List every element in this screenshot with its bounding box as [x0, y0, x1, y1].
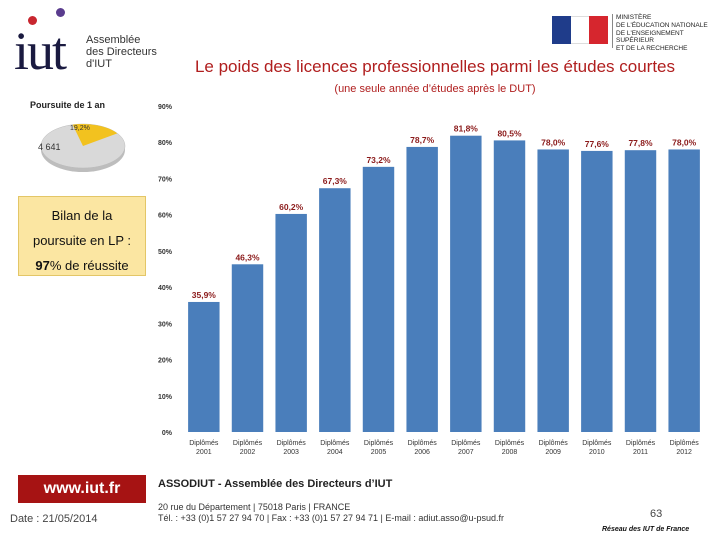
bar-value-label: 60,2% — [279, 202, 304, 212]
y-tick-label: 10% — [158, 394, 173, 401]
republique-flag-icon — [552, 16, 608, 44]
x-tick-label-year: 2009 — [545, 449, 561, 456]
bar-value-label: 46,3% — [235, 252, 260, 262]
y-tick-label: 40% — [158, 285, 173, 292]
y-tick-label: 20% — [158, 358, 173, 365]
x-tick-label: Diplômés — [539, 440, 569, 447]
bar — [450, 135, 482, 433]
page-number: 63 — [650, 508, 663, 520]
bilan-line-2: poursuite en LP : — [32, 233, 132, 248]
x-tick-label: Diplômés — [495, 440, 525, 447]
bar — [624, 150, 657, 433]
footer-address-block: 20 rue du Département | 75018 Paris | FR… — [158, 502, 504, 524]
x-tick-label: Diplômés — [364, 440, 394, 447]
x-tick-label-year: 2002 — [240, 449, 256, 456]
pie-count-label: 4 641 — [38, 142, 61, 152]
slide-title: Le poids des licences professionnelles p… — [194, 57, 676, 76]
footer-address: 20 rue du Département | 75018 Paris | FR… — [158, 502, 351, 512]
y-tick-label: 80% — [158, 140, 173, 147]
bar-value-label: 81,8% — [454, 124, 479, 134]
ministere-line-4: et de la Recherche — [616, 45, 688, 53]
x-tick-label: Diplômés — [233, 440, 263, 447]
bar-value-label: 67,3% — [323, 176, 348, 186]
bar — [668, 149, 700, 432]
bilan-line-3: 97% de réussite — [19, 253, 145, 278]
x-tick-label-year: 2006 — [414, 449, 430, 456]
y-tick-label: 60% — [158, 213, 173, 220]
bilan-value: 97 — [35, 258, 50, 273]
logo-divider — [612, 14, 613, 48]
y-tick-label: 50% — [158, 249, 173, 256]
ministere-logo: Ministère de l'Éducation nationale de l'… — [552, 12, 712, 53]
bar — [581, 150, 613, 432]
pie-thumbnail: Poursuite de 1 an 19,2% 4 641 — [26, 98, 136, 178]
x-tick-label-year: 2008 — [502, 449, 518, 456]
bar-value-label: 78,7% — [410, 135, 435, 145]
x-tick-label: Diplômés — [626, 440, 656, 447]
x-tick-label: Diplômés — [320, 440, 350, 447]
logo-sub-line-1: Assemblée — [86, 34, 141, 46]
website-link[interactable]: www.iut.fr — [18, 475, 146, 503]
x-tick-label: Diplômés — [451, 440, 481, 447]
x-tick-label-year: 2003 — [283, 449, 299, 456]
logo-dot-purple — [56, 8, 65, 17]
bar-chart-svg: 0% 10% 20% 30% 40% 50% 60% 70% 80% 90% 35,9% Diplôm… — [158, 104, 700, 456]
ministere-line-1: Ministère — [616, 14, 652, 21]
bar-chart: 0% 10% 20% 30% 40% 50% 60% 70% 80% 90% 35,9% Diplôm… — [146, 96, 716, 468]
pie-slice-highlight — [72, 124, 118, 146]
x-tick-label: Diplômés — [670, 440, 700, 447]
footer-org: ASSODIUT - Assemblée des Directeurs d’IU… — [158, 478, 393, 490]
x-tick-label-year: 2007 — [458, 449, 474, 456]
iut-logo: iut Assemblée des Directeurs d'IUT — [10, 6, 160, 78]
bar — [231, 264, 264, 432]
y-tick-label: 0% — [162, 430, 173, 437]
x-tick-label: Diplômés — [408, 440, 438, 447]
bar — [537, 149, 569, 432]
bar-value-label: 78,0% — [541, 137, 566, 147]
y-tick-label: 90% — [158, 104, 173, 111]
x-tick-label: Diplômés — [277, 440, 307, 447]
bar-value-label: 80,5% — [497, 128, 522, 138]
footer-contact: Tél. : +33 (0)1 57 27 94 70 | Fax : +33 … — [158, 513, 505, 523]
date-label: Date : 21/05/2014 — [10, 513, 98, 525]
bar — [188, 301, 220, 432]
ministere-line-3: de l'Enseignement supérieur — [616, 29, 684, 45]
logo-sub-line-2: des Directeurs — [86, 46, 157, 58]
logo-sub-line-3: d'IUT — [86, 58, 112, 70]
bar — [275, 213, 307, 432]
bar — [319, 188, 351, 432]
logo-dot-red — [28, 16, 37, 25]
pie-slice-label: 19,2% — [70, 125, 90, 132]
bar-value-label: 78,0% — [672, 137, 697, 147]
bar — [493, 140, 526, 432]
bar-value-label: 77,6% — [585, 139, 610, 149]
pie-title: Poursuite de 1 an — [30, 100, 106, 110]
logo-word: iut — [14, 21, 67, 81]
x-tick-label: Diplômés — [189, 440, 219, 447]
bar-value-label: 73,2% — [366, 155, 391, 165]
slide-subtitle: (une seule année d’études après le DUT) — [334, 83, 536, 95]
bilan-line-1: Bilan de la — [51, 208, 113, 223]
bar — [362, 166, 395, 432]
x-tick-label-year: 2011 — [633, 449, 648, 456]
bilan-callout: Bilan de la poursuite en LP : 97% de réu… — [18, 196, 146, 276]
x-tick-label-year: 2010 — [589, 449, 605, 456]
x-tick-label: Diplômés — [582, 440, 612, 447]
x-tick-label-year: 2004 — [327, 449, 343, 456]
ministere-line-2: de l'Éducation nationale — [616, 21, 708, 29]
bar-value-label: 35,9% — [192, 290, 217, 300]
bilan-rest: % de réussite — [49, 258, 129, 273]
ministere-text: Ministère de l'Éducation nationale de l'… — [616, 14, 712, 53]
reseau-label: Réseau des IUT de France — [602, 526, 690, 533]
x-tick-label-year: 2005 — [371, 449, 387, 456]
y-tick-label: 30% — [158, 321, 173, 328]
x-tick-label-year: 2012 — [676, 449, 692, 456]
bar-value-label: 77,8% — [628, 138, 653, 148]
y-tick-label: 70% — [158, 176, 173, 183]
pie-chart: 19,2% 4 641 — [38, 123, 126, 172]
bar — [406, 146, 438, 433]
x-tick-label-year: 2001 — [196, 449, 212, 456]
